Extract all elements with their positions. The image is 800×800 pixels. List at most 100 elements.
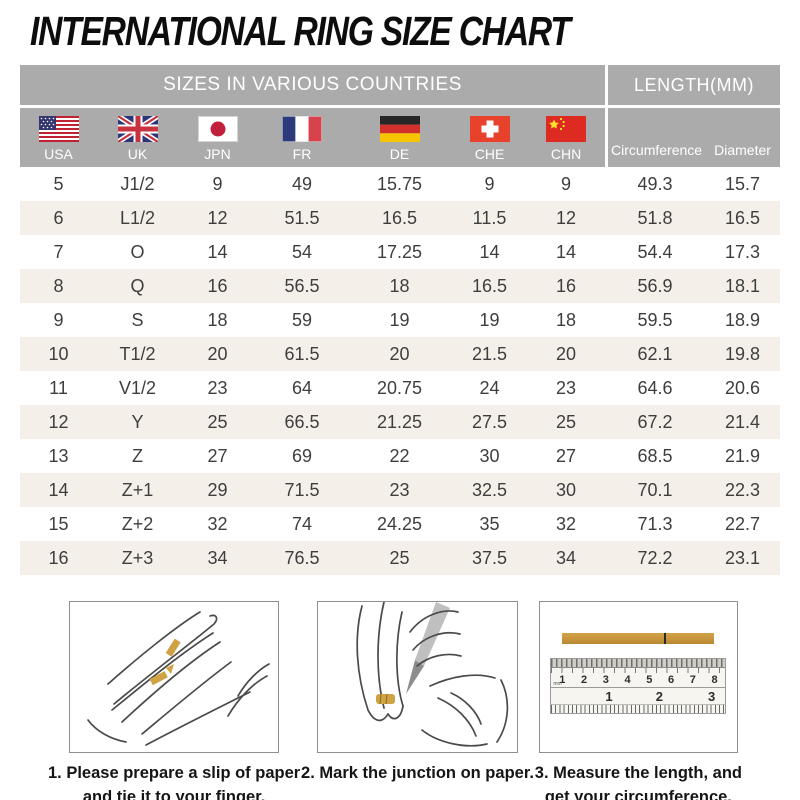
instruction-step-1: 1. Please prepare a slip of paper and ti… [48, 601, 300, 800]
size-cell: 49 [291, 173, 313, 194]
table-row: 6 L1/2 12 51.5 16.5 11.5 12 51.8 16.5 [20, 201, 781, 235]
size-cell: 32 [556, 513, 577, 534]
size-cell: 54.4 [637, 241, 673, 262]
size-cell: 9 [53, 309, 64, 330]
column-header-uk: UK [97, 105, 178, 167]
uk-flag-icon [117, 115, 158, 142]
size-cell: 23 [556, 377, 577, 398]
size-cell: 25 [178, 405, 257, 439]
size-cell: 35 [479, 513, 500, 534]
size-cell: 16.5 [452, 269, 527, 303]
size-cell: T1/2 [97, 337, 178, 371]
size-cell: 21.4 [705, 405, 781, 439]
column-label: DE [389, 145, 410, 162]
column-label: FR [292, 145, 312, 162]
size-cell: 20.6 [725, 377, 761, 398]
column-label: JPN [204, 145, 231, 162]
column-header-diameter: Diameter [705, 105, 781, 167]
size-cell: 18.1 [705, 269, 781, 303]
column-header-usa: USA [20, 105, 97, 167]
size-cell: 9 [561, 173, 572, 194]
size-cell: 16.5 [705, 201, 781, 235]
size-cell: 71.3 [637, 513, 673, 534]
china-flag-icon [546, 115, 587, 142]
size-cell: Z+2 [121, 513, 154, 534]
paper-strip-icon [562, 632, 715, 644]
instruction-caption-3: 3. Measure the length, and get your circ… [534, 764, 742, 800]
size-cell: 54 [291, 241, 313, 262]
size-cell: 14 [207, 241, 228, 262]
table-row: 16 Z+3 34 76.5 25 37.5 34 72.2 23.1 [20, 541, 781, 575]
size-cell: 20 [527, 337, 606, 371]
usa-flag-icon [38, 115, 79, 142]
size-cell: 10 [20, 337, 97, 371]
size-cell: 14 [479, 241, 500, 262]
ruler-inch-scale: 1 2 3 [605, 688, 716, 704]
size-cell: 14 [556, 241, 577, 262]
size-cell: Z [132, 445, 143, 466]
size-cell: 16.5 [347, 201, 452, 235]
table-row: 7 O 14 54 17.25 14 14 54.4 17.3 [20, 235, 780, 269]
hand-sketch-icon [87, 611, 270, 746]
size-cell: 64.6 [637, 377, 673, 398]
size-cell: 13 [48, 445, 69, 466]
table-row: 15 Z+2 32 74 24.25 35 32 71.3 22.7 [20, 507, 780, 541]
size-cell: 15.7 [725, 173, 761, 194]
size-cell: 7 [53, 241, 64, 262]
size-cell: 21.9 [725, 445, 761, 466]
size-cell: Z+3 [97, 541, 178, 575]
page-title: INTERNATIONAL RING SIZE CHART [30, 8, 571, 54]
column-header-jpn: JPN [178, 105, 257, 167]
size-cell: 5 [53, 173, 64, 194]
table-row: 8 Q 16 56.5 18 16.5 16 56.9 18.1 [20, 269, 781, 303]
size-cell: 51.8 [605, 201, 706, 235]
size-cell: 32.5 [452, 473, 527, 507]
column-header-fr: FR [257, 105, 347, 167]
table-row: 14 Z+1 29 71.5 23 32.5 30 70.1 22.3 [20, 473, 781, 507]
size-cell: 9 [484, 173, 495, 194]
size-cell: Y [97, 405, 178, 439]
size-cell: 49.3 [637, 173, 673, 194]
table-row: 12 Y 25 66.5 21.25 27.5 25 67.2 21.4 [20, 405, 781, 439]
size-cell: 24.25 [376, 513, 423, 534]
size-cell: 19.8 [705, 337, 781, 371]
column-label: UK [127, 145, 148, 162]
size-cell: 24 [479, 377, 500, 398]
ruler-measurement-illustration: mm 1 2 3 4 5 6 7 8 1 2 3 [538, 601, 738, 753]
size-cell: 25 [527, 405, 606, 439]
size-cell: 19 [389, 309, 410, 330]
table-row: 13 Z 27 69 22 30 27 68.5 21.9 [20, 439, 780, 473]
table-column-header-row: USA UK JPN [20, 105, 781, 167]
size-cell: 18 [347, 269, 452, 303]
size-cell: 30 [479, 445, 500, 466]
size-cell: 67.2 [605, 405, 706, 439]
size-cell: 69 [291, 445, 313, 466]
size-cell: 22 [389, 445, 410, 466]
size-cell: 29 [178, 473, 257, 507]
table-row: 9 S 18 59 19 19 18 59.5 18.9 [20, 303, 780, 337]
size-cell: 68.5 [637, 445, 673, 466]
size-cell: 23 [207, 377, 228, 398]
column-header-de: DE [347, 105, 452, 167]
table-group-header-row: SIZES IN VARIOUS COUNTRIES LENGTH(MM) [20, 65, 781, 105]
column-label: USA [44, 145, 73, 162]
size-cell: 14 [20, 473, 97, 507]
size-cell: 66.5 [257, 405, 347, 439]
size-cell: 27 [207, 445, 228, 466]
size-cell: 16 [178, 269, 257, 303]
instruction-caption-1: 1. Please prepare a slip of paper and ti… [48, 764, 301, 800]
ring-size-table: SIZES IN VARIOUS COUNTRIES LENGTH(MM) [20, 65, 781, 575]
size-cell: 15 [48, 513, 69, 534]
size-cell: 18.9 [725, 309, 761, 330]
marking-junction-illustration [316, 601, 518, 753]
size-cell: 32 [207, 513, 228, 534]
instruction-caption-2: 2. Mark the junction on paper. [301, 764, 534, 782]
size-cell: 64 [291, 377, 313, 398]
size-cell: 22.7 [725, 513, 761, 534]
size-cell: 59 [291, 309, 313, 330]
size-cell: 9 [212, 173, 223, 194]
size-cell: V1/2 [118, 377, 157, 398]
size-cell: 76.5 [257, 541, 347, 575]
size-cell: 74 [291, 513, 313, 534]
size-cell: 61.5 [257, 337, 347, 371]
